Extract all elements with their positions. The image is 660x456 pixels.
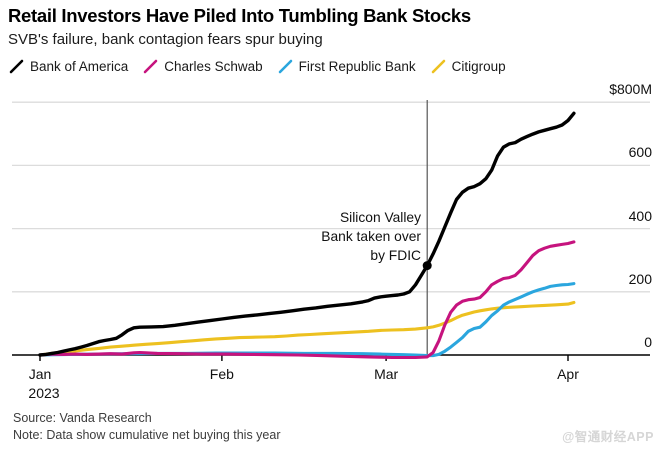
legend-label: Citigroup (451, 59, 506, 74)
legend-item-charles-schwab: Charles Schwab (143, 59, 263, 74)
watermark-text: @智通财经APP (562, 430, 654, 444)
chart-subtitle: SVB's failure, bank contagion fears spur… (8, 31, 323, 48)
series-line-first-republic-bank (38, 282, 576, 358)
svb-annotation-line: by FDIC (370, 248, 421, 263)
y-axis-label-600: 600 (628, 144, 652, 161)
source-text: Source: Vanda Research (13, 411, 152, 425)
series-line-citigroup (38, 300, 576, 357)
legend-item-bank-of-america: Bank of America (9, 59, 128, 74)
x-axis-label-jan: Jan (28, 366, 52, 382)
y-axis-label-400: 400 (628, 207, 652, 224)
legend-slash-icon (9, 59, 24, 74)
x-axis-label-apr: Apr (557, 366, 579, 382)
page-title: Retail Investors Have Piled Into Tumblin… (8, 5, 471, 26)
series-line-bank-of-america (38, 111, 576, 357)
legend-slash-icon (143, 59, 158, 74)
y-axis-label-200: 200 (628, 270, 652, 287)
series-line-charles-schwab (38, 240, 576, 360)
legend-item-first-republic-bank: First Republic Bank (278, 59, 416, 74)
svb-event-marker (422, 261, 432, 271)
legend-item-citigroup: Citigroup (431, 59, 506, 74)
svb-annotation-line: Bank taken over (321, 229, 421, 244)
chart-legend: Bank of America Charles Schwab First Repub… (9, 59, 506, 74)
legend-label: First Republic Bank (298, 59, 416, 74)
note-text: Note: Data show cumulative net buying th… (13, 428, 281, 442)
y-axis-label-800: $800M (609, 81, 652, 98)
x-axis-sublabel-year: 2023 (28, 385, 60, 401)
legend-label: Bank of America (30, 59, 129, 74)
y-axis-label-0: 0 (644, 334, 652, 350)
x-axis-label-mar: Mar (374, 366, 399, 382)
x-axis-label-feb: Feb (209, 366, 234, 382)
legend-slash-icon (431, 59, 445, 74)
svb-annotation: Silicon Valley Bank taken over by FDIC (321, 208, 421, 265)
legend-label: Charles Schwab (164, 59, 263, 74)
svb-annotation-line: Silicon Valley (339, 210, 421, 225)
legend-slash-icon (278, 59, 292, 74)
